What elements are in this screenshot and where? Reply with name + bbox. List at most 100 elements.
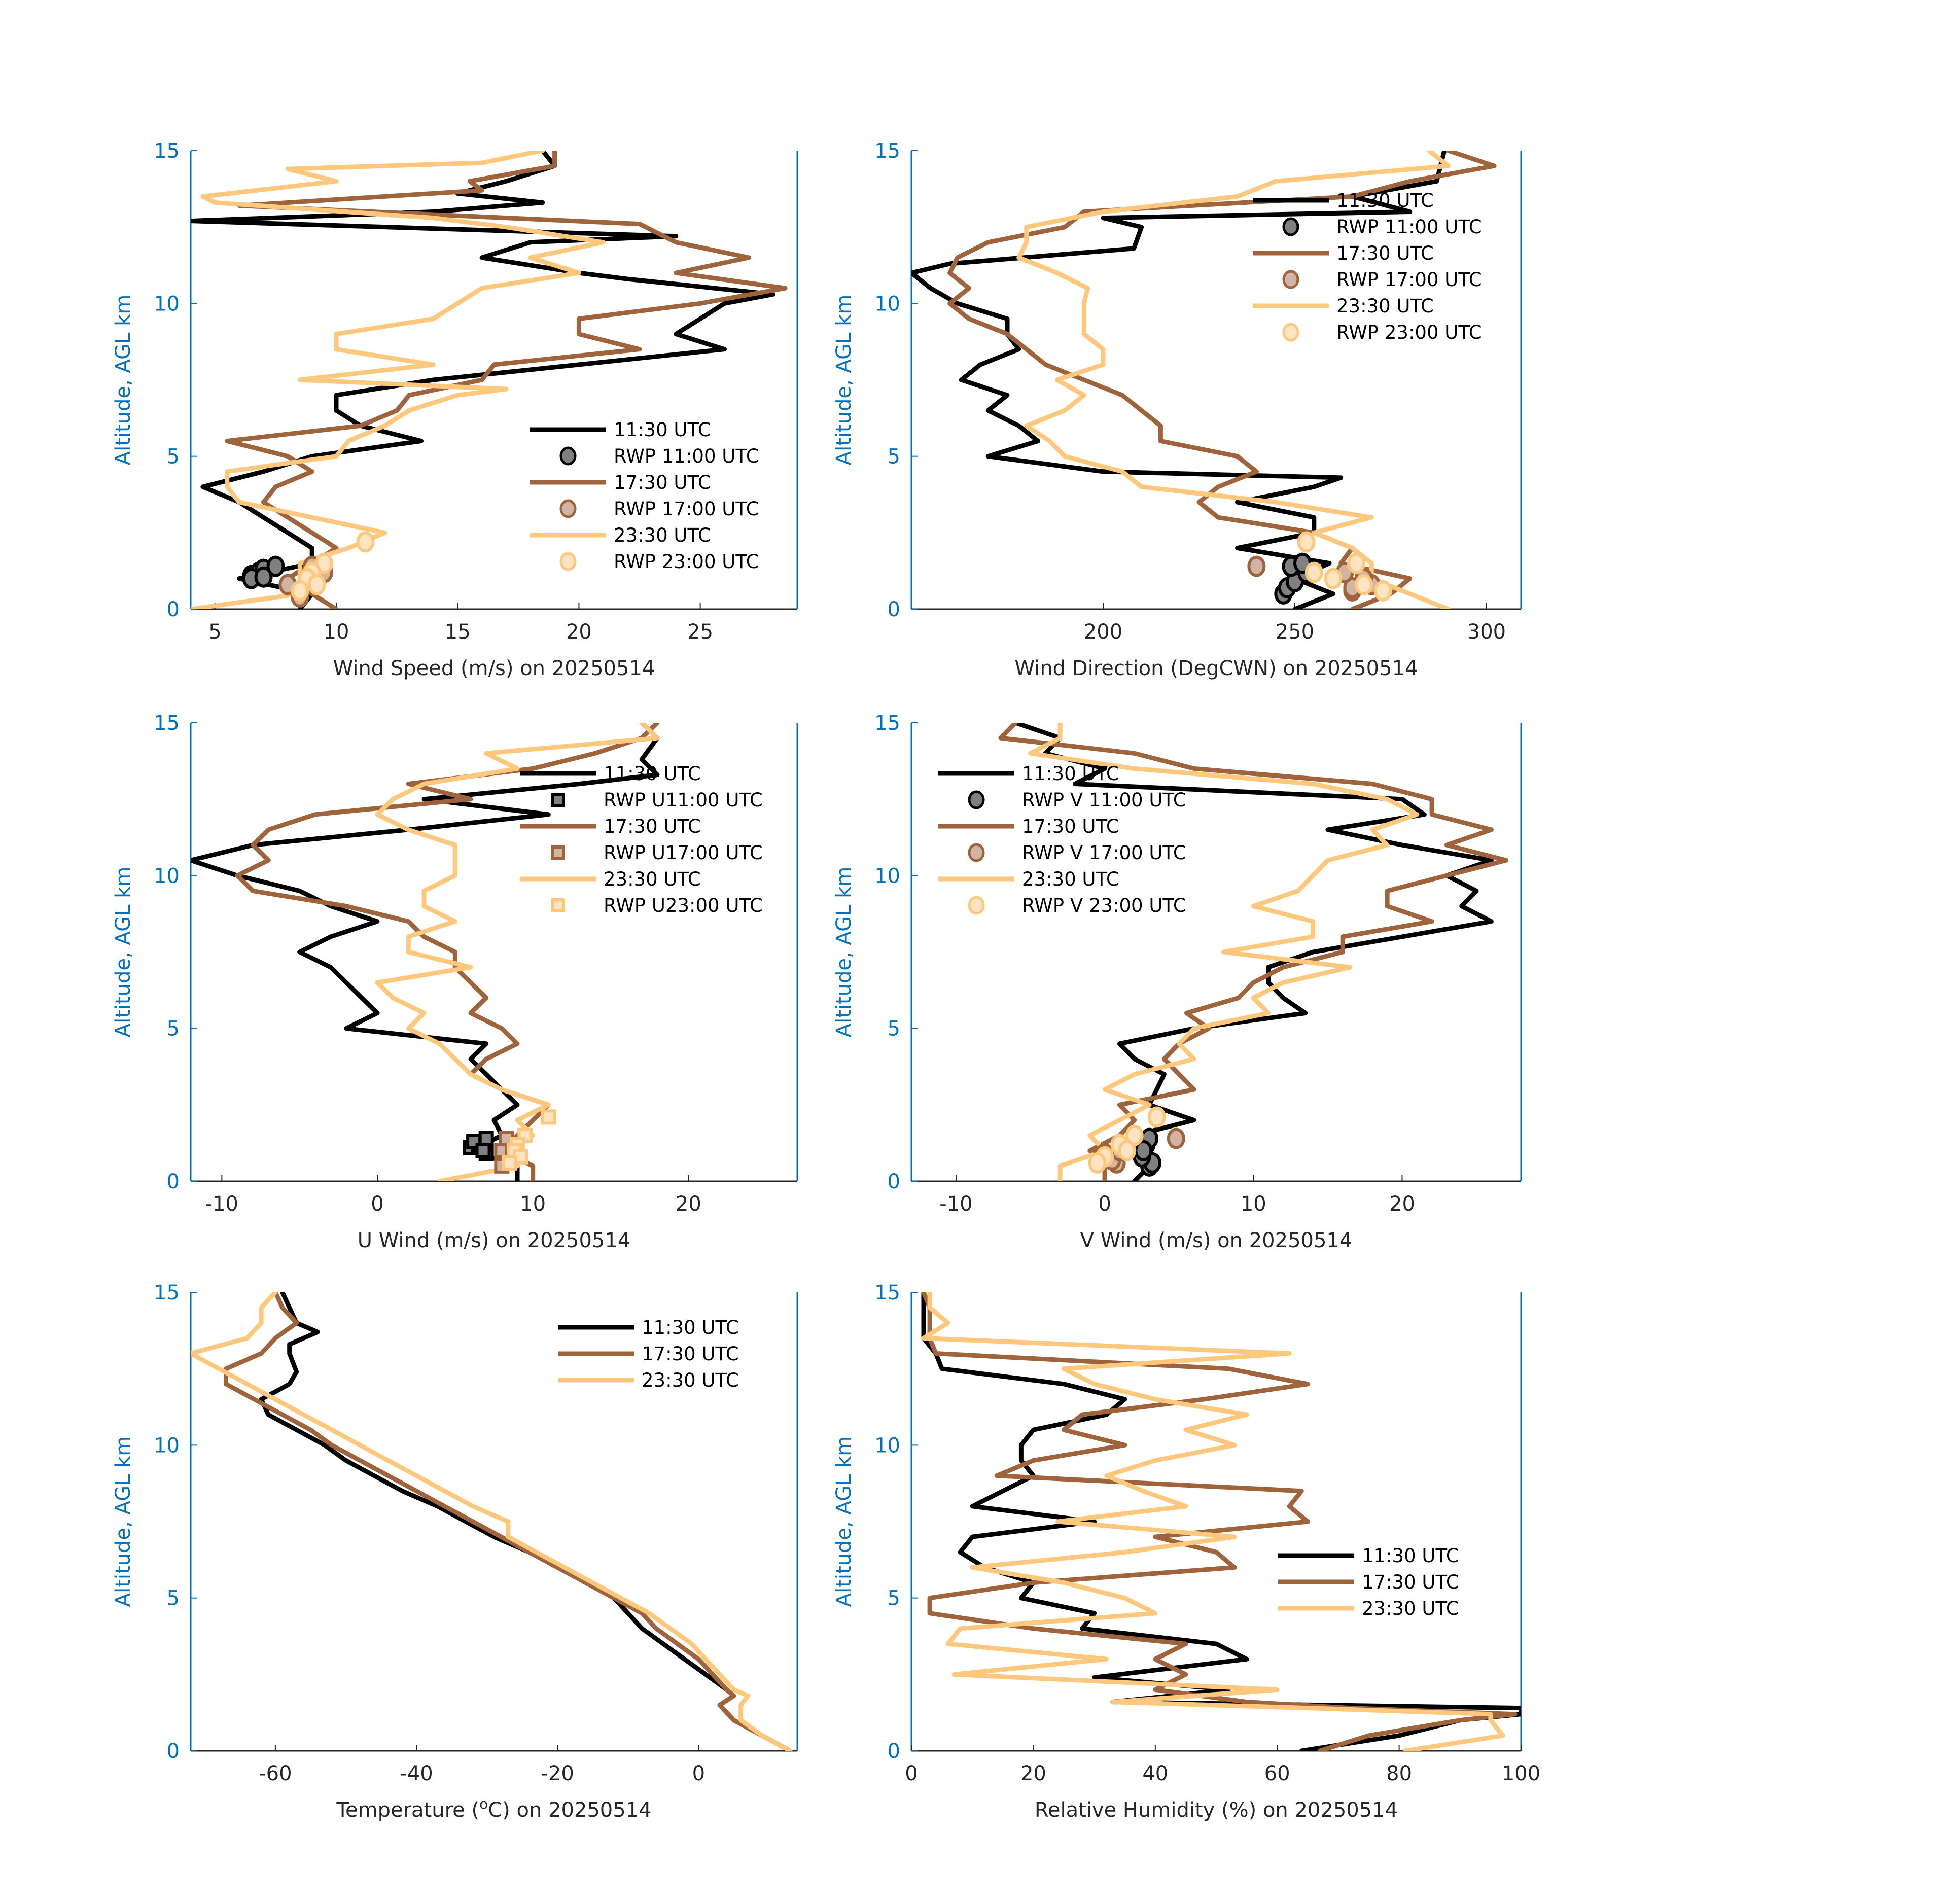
series-line-2330	[375, 723, 660, 1181]
x-tick-label: 0	[371, 1192, 383, 1216]
rwp-marker	[1355, 574, 1373, 595]
legend-label: 17:30 UTC	[604, 816, 701, 837]
y-tick-label: 0	[167, 598, 180, 621]
legend: 11:30 UTC 17:30 UTC 23:30 UTC	[558, 1317, 739, 1391]
y-axis-label: Altitude, AGL km	[832, 295, 856, 466]
x-tick-label: -10	[205, 1192, 238, 1216]
y-tick-label: 5	[167, 1017, 180, 1041]
y-tick-label: 5	[167, 1587, 180, 1610]
legend-marker	[968, 896, 985, 915]
series-line-2330	[1028, 723, 1420, 1181]
y-axis-label: Altitude, AGL km	[112, 295, 135, 466]
legend-label: 11:30 UTC	[1336, 190, 1434, 211]
rwp-marker	[1147, 1106, 1166, 1128]
x-tick-label: 200	[1084, 620, 1122, 644]
legend: 11:30 UTC RWP U11:00 UTC 17:30 UTC RWP U17:…	[520, 763, 763, 916]
legend-label: 11:30 UTC	[604, 763, 701, 785]
series-line-1130	[191, 723, 660, 1181]
y-tick-label: 5	[888, 1017, 900, 1041]
x-axis-label: Wind Direction (DegCWN) on 20250514	[1015, 657, 1418, 680]
x-tick-label: 20	[566, 620, 592, 644]
legend-label: 11:30 UTC	[642, 1317, 739, 1338]
rwp-marker	[1167, 1127, 1185, 1149]
x-tick-label: 20	[1020, 1762, 1046, 1785]
legend: 11:30 UTC RWP 11:00 UTC 17:30 UTC RWP 17:00…	[1253, 190, 1482, 343]
y-tick-label: 15	[874, 712, 900, 735]
plot-area	[921, 1292, 1521, 1751]
x-tick-label: 5	[208, 620, 221, 644]
rwp-marker	[466, 1134, 482, 1149]
legend-label: RWP 17:00 UTC	[1336, 269, 1482, 291]
y-axis-label: Altitude, AGL km	[832, 1436, 856, 1607]
y-tick-label: 15	[154, 712, 180, 735]
legend-marker	[551, 793, 565, 807]
legend-marker	[559, 446, 577, 466]
panel-wind-direction: 200 250 300 0 5 10 15 Wind Direction (DegCWN) o…	[832, 139, 1522, 680]
x-axis-label: V Wind (m/s) on 20250514	[1080, 1229, 1353, 1252]
legend-label: 17:30 UTC	[614, 472, 711, 493]
series-line-2330	[191, 1292, 793, 1751]
series-line-1130	[921, 1292, 1521, 1751]
x-tick-label: 0	[692, 1762, 705, 1785]
legend-label: 23:30 UTC	[604, 868, 701, 890]
rwp-marker	[1347, 552, 1365, 574]
x-tick-label: 80	[1386, 1762, 1412, 1785]
y-tick-label: 15	[154, 139, 180, 163]
series-line-1730	[998, 723, 1509, 1181]
x-axis-label: Wind Speed (m/s) on 20250514	[333, 657, 655, 680]
x-tick-label: -40	[400, 1762, 433, 1785]
x-tick-label: 40	[1142, 1762, 1168, 1785]
y-tick-label: 15	[874, 139, 900, 163]
y-tick-label: 10	[874, 864, 900, 888]
y-tick-label: 0	[888, 1740, 900, 1763]
series-line-2330	[191, 151, 606, 609]
legend-label: 23:30 UTC	[614, 524, 711, 546]
series-line-1130	[911, 151, 1447, 609]
legend-marker	[551, 845, 565, 860]
rwp-marker	[307, 574, 326, 595]
legend-label: RWP 23:00 UTC	[1336, 322, 1482, 343]
y-axis-label: Altitude, AGL km	[112, 867, 135, 1038]
legend: 11:30 UTC RWP V 11:00 UTC 17:30 UTC RWP V 1…	[938, 763, 1186, 916]
y-tick-label: 5	[888, 445, 900, 469]
series-line-2330	[1016, 151, 1451, 609]
legend: 11:30 UTC RWP 11:00 UTC 17:30 UTC RWP 17:00…	[530, 419, 759, 573]
rwp-marker	[1088, 1152, 1107, 1174]
x-tick-label: 15	[445, 620, 471, 644]
x-tick-label: 20	[676, 1192, 701, 1216]
legend-label: 23:30 UTC	[642, 1369, 739, 1391]
panel-v-wind: -10 0 10 20 0 5 10 15 V Wind (m/s) on 20250514 Al…	[832, 712, 1522, 1252]
plot-area	[191, 723, 660, 1181]
legend-marker	[1282, 270, 1299, 289]
rwp-marker	[1304, 561, 1323, 583]
rwp-marker	[266, 555, 285, 577]
legend-label: 11:30 UTC	[614, 419, 711, 441]
y-tick-label: 10	[154, 292, 180, 315]
legend-label: RWP 17:00 UTC	[614, 498, 759, 520]
legend-label: 17:30 UTC	[1362, 1571, 1459, 1593]
x-axis-label: U Wind (m/s) on 20250514	[358, 1229, 631, 1252]
y-tick-label: 10	[154, 864, 180, 888]
rwp-marker	[1118, 1140, 1137, 1161]
y-axis-label: Altitude, AGL km	[112, 1436, 135, 1607]
legend-label: 17:30 UTC	[1336, 242, 1434, 264]
y-tick-label: 10	[874, 1434, 900, 1457]
plot-area	[191, 1292, 793, 1751]
y-tick-label: 10	[874, 292, 900, 315]
legend-label: 23:30 UTC	[1362, 1598, 1459, 1619]
x-tick-label: -10	[939, 1192, 972, 1216]
rwp-marker	[475, 1143, 491, 1158]
rwp-marker	[541, 1109, 556, 1125]
legend-label: 23:30 UTC	[1022, 868, 1119, 890]
x-axis-label: Temperature (oC) on 20250514	[336, 1795, 651, 1822]
panel-u-wind: -10 0 10 20 0 5 10 15 U Wind (m/s) on 20250514 Al…	[112, 712, 798, 1252]
rwp-marker	[517, 1127, 533, 1143]
panel-relative-humidity: 0 20 40 60 80 100 0 5 10 15 Relative Humidity (%) …	[832, 1281, 1540, 1822]
x-tick-label: -60	[259, 1762, 292, 1785]
legend-label: RWP U17:00 UTC	[604, 842, 763, 864]
x-tick-label: 10	[324, 620, 349, 644]
legend: 11:30 UTC 17:30 UTC 23:30 UTC	[1278, 1545, 1459, 1619]
legend-label: RWP V 23:00 UTC	[1022, 895, 1186, 916]
x-tick-label: 250	[1276, 620, 1314, 644]
